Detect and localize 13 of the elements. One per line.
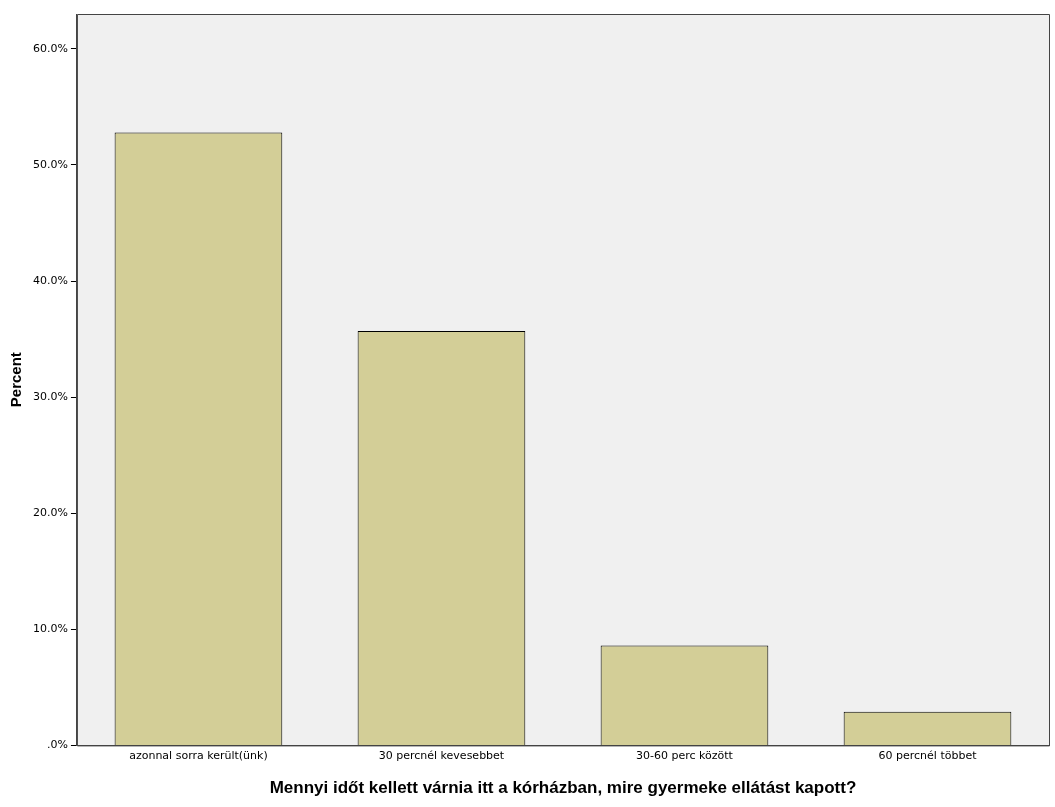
x-tick-label: 30 percnél kevesebbet [378, 748, 505, 762]
x-axis-title: Mennyi időt kellett várnia itt a kórházban, mire gyermeke ellátást kapott? [269, 778, 857, 798]
y-tick-label: 40.0% [32, 273, 68, 287]
y-tick-label: 50.0% [32, 157, 68, 171]
y-axis-title: Percent [7, 352, 25, 408]
y-tick-label: 20.0% [32, 506, 68, 520]
y-tick-label: 60.0% [32, 41, 68, 55]
y-tick-label: 30.0% [32, 389, 68, 403]
y-tick-label: 10.0% [32, 622, 68, 636]
x-tick-label: 60 percnél többet [878, 748, 978, 762]
x-tick-label: azonnal sorra került(ünk) [129, 748, 268, 762]
y-tick-label: .0% [46, 738, 68, 752]
x-tick-label: 30-60 perc között [636, 748, 734, 762]
